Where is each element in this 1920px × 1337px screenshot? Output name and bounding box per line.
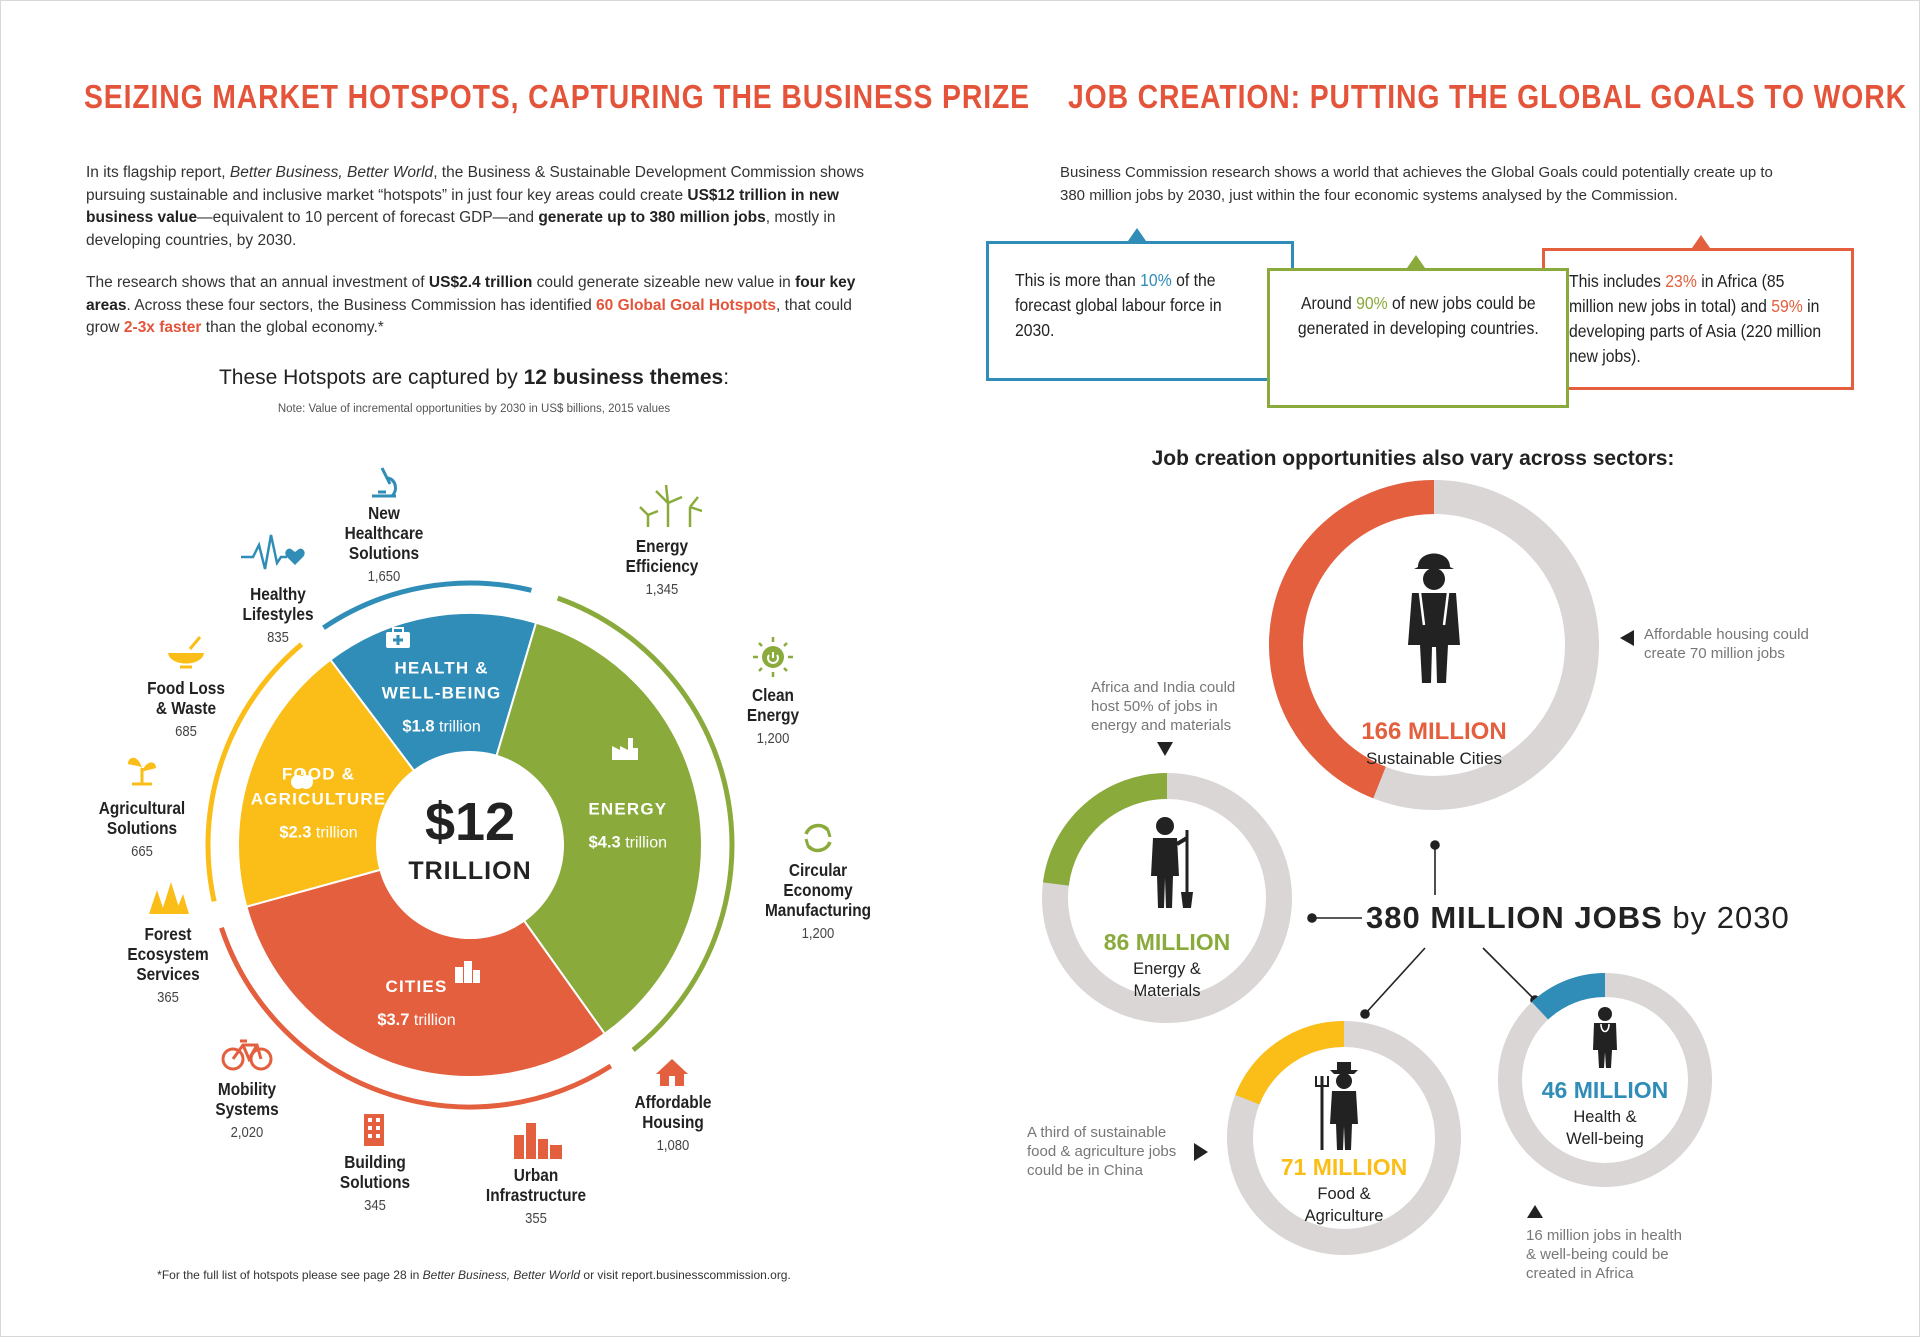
center-value: $12 [425,792,515,852]
health-segment-label: HEALTH & [394,659,488,678]
job-rings-chart: 166 MILLION Sustainable Cities 86 MILLIO… [1042,480,1790,1255]
labour-force-callout: This is more than 10% of the forecast gl… [986,241,1294,381]
theme-affordable-housing: Affordable Housing 1,080 [634,1092,712,1154]
left-page-title: SEIZING MARKET HOTSPOTS, CAPTURING THE B… [84,78,1030,115]
wind-turbine-icon [639,484,703,527]
apple-icon [291,769,313,789]
health-jobs-label-2: Well-being [1566,1130,1644,1148]
values-note: Note: Value of incremental opportunities… [277,403,671,415]
theme-clean-energy: Clean Energy 1,200 [746,685,800,747]
construction-worker-icon [1408,553,1460,683]
right-intro-paragraph: Business Commission research shows a wor… [1060,164,1773,204]
food-ring-fill [1235,1021,1345,1105]
farmer-with-pitchfork-icon [1315,1062,1358,1150]
health-ring-fill [1531,973,1606,1020]
footnote: *For the full list of hotspots please se… [157,1268,791,1282]
housing-note-pointer [1620,630,1634,646]
connector-lines [1307,840,1540,1019]
box1-pointer [1128,228,1146,241]
outer-arcs [205,580,735,1110]
house-icon [656,1059,688,1086]
worker-with-shovel-icon [1151,817,1193,908]
energy-outer-arc [556,595,735,1052]
energy-segment-label: ENERGY [588,800,667,819]
energy-jobs-label-2: Materials [1134,982,1201,1000]
health-jobs-label-1: Health & [1573,1108,1636,1126]
bicycle-icon [221,1039,273,1071]
energy-ring-fill [1042,773,1168,886]
cities-outer-arc [219,927,613,1110]
theme-icons [128,467,832,1159]
health-jobs-value: 46 MILLION [1542,1077,1669,1103]
city-buildings-icon [514,1123,562,1159]
business-themes-donut: $12 TRILLION HEALTH & WELL-BEING $1.8 tril… [128,467,832,1159]
doctor-icon [1593,1007,1617,1068]
china-note: A third of sustainable food & agricultur… [1027,1124,1177,1179]
buildings-icon [455,961,480,983]
center-unit: TRILLION [408,857,531,885]
box2-pointer [1407,255,1425,268]
food-jobs-label-1: Food & [1317,1185,1370,1203]
china-note-pointer [1194,1143,1208,1161]
food-jobs-label-2: Agriculture [1305,1207,1384,1225]
health-segment-label: WELL-BEING [382,684,502,703]
cities-segment-label: CITIES [386,977,448,996]
trees-icon [149,882,189,914]
energy-slice [468,621,703,1036]
regional-share-callout: This includes 23% in Africa (85 million … [1542,248,1854,390]
factory-icon [612,738,638,760]
theme-healthy-lifestyles: Healthy Lifestyles 835 [242,584,314,646]
health-africa-note-pointer [1527,1205,1543,1218]
cities-jobs-label: Sustainable Cities [1366,749,1502,768]
theme-agricultural-solutions: Agricultural Solutions 665 [98,798,186,860]
ring-shapes [1042,480,1712,1255]
food-segment-label: AGRICULTURE [251,789,387,808]
connector-food [1364,947,1426,1015]
energy-segment-value: $4.3 trillion [589,834,667,852]
right-page-title: JOB CREATION: PUTTING THE GLOBAL GOALS T… [1068,78,1907,115]
segment-labels: HEALTH & WELL-BEING $1.8 trillion ENERGY $4.… [251,659,667,1029]
africa-india-note: Africa and India could host 50% of jobs … [1091,679,1236,734]
themes-heading: These Hotspots are captured by 12 busine… [218,366,730,389]
theme-circular-economy-manufacturing: Circular Economy Manufacturing 1,200 [764,860,872,942]
energy-jobs-label-1: Energy & [1133,960,1201,978]
bowl-icon [168,636,204,669]
africa-india-note-pointer [1157,742,1173,756]
health-outer-arc [322,580,532,630]
cities-ring-fill [1269,480,1435,799]
building-icon [364,1114,384,1146]
medical-kit-icon [386,627,410,648]
cities-segment-value: $3.7 trillion [377,1011,455,1029]
health-segment-value: $1.8 trillion [402,718,480,736]
theme-new-healthcare-solutions: New Healthcare Solutions 1,650 [344,503,424,585]
theme-building-solutions: Building Solutions 345 [339,1152,411,1214]
energy-jobs-value: 86 MILLION [1104,929,1231,955]
microscope-icon [372,467,397,498]
theme-forest-ecosystem-services: Forest Ecosystem Services 365 [127,924,209,1006]
intro-paragraph-2: The research shows that an annual invest… [86,274,856,336]
segment-icons [291,627,638,983]
donut-hole [376,751,564,939]
cities-jobs-value: 166 MILLION [1361,718,1506,745]
theme-urban-infrastructure: Urban Infrastructure 355 [485,1165,587,1227]
housing-note: Affordable housing could create 70 milli… [1644,626,1809,662]
health-africa-note: 16 million jobs in health & well-being c… [1526,1227,1682,1282]
sprout-icon [128,757,156,786]
heartbeat-icon [241,534,305,570]
box3-pointer [1692,235,1710,248]
sectors-heading: Job creation opportunities also vary acr… [1151,447,1675,470]
intro-paragraph-1: In its flagship report, Better Business,… [86,164,864,249]
sun-power-icon [753,637,793,677]
theme-energy-efficiency: Energy Efficiency 1,345 [625,536,699,598]
food-jobs-value: 71 MILLION [1281,1154,1408,1180]
recycle-icon [804,823,832,853]
food-outer-arc [205,642,304,902]
cities-slice [245,843,607,1078]
theme-mobility-systems: Mobility Systems 2,020 [215,1079,279,1141]
total-jobs: 380 MILLION JOBS by 2030 [1366,900,1790,935]
theme-food-loss-waste: Food Loss & Waste 685 [147,678,225,740]
food-segment-value: $2.3 trillion [279,823,357,841]
connector-health [1482,947,1536,1001]
developing-countries-callout: Around 90% of new jobs could be generate… [1267,268,1569,408]
